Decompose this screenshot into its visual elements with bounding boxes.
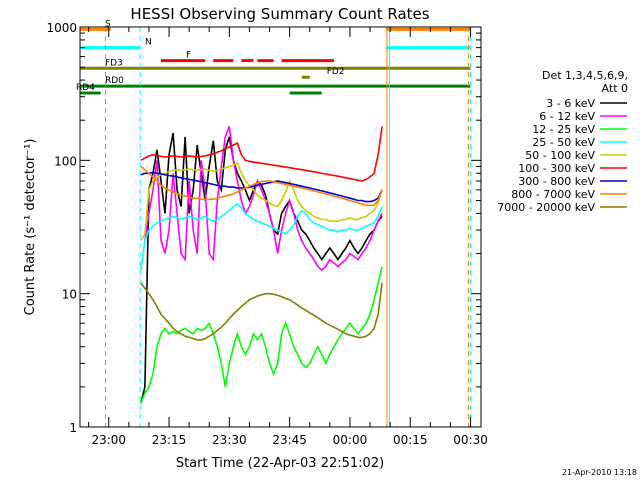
series-line xyxy=(140,126,383,182)
legend-title: Det 1,3,4,5,6,9, xyxy=(542,69,628,82)
x-axis-label: Start Time (22-Apr-03 22:51:02) xyxy=(176,456,384,471)
y-tick-label: 100 xyxy=(54,154,77,168)
flag-label-rd0: RD0 xyxy=(105,76,124,86)
x-tick-label: 00:15 xyxy=(393,433,428,447)
y-tick-label: 1000 xyxy=(46,21,77,35)
series-line xyxy=(140,165,383,207)
vertical-markers xyxy=(105,27,472,427)
flag-label-s: S xyxy=(105,19,111,29)
legend-label: 6 - 12 keV xyxy=(539,110,595,123)
chart-title: HESSI Observing Summary Count Rates xyxy=(130,5,429,23)
x-tick-label: 00:00 xyxy=(333,433,368,447)
series-line xyxy=(140,282,383,341)
legend-label: 300 - 800 keV xyxy=(518,175,595,188)
flag-label-f: F xyxy=(186,51,191,61)
flag-label-fd3: FD3 xyxy=(105,58,123,68)
x-tick-label: 23:45 xyxy=(272,433,307,447)
x-tick-label: 23:15 xyxy=(152,433,187,447)
plot-frame xyxy=(79,26,482,428)
legend-label: 3 - 6 keV xyxy=(546,97,595,110)
x-tick-label: 00:30 xyxy=(453,433,488,447)
legend-label: 100 - 300 keV xyxy=(518,162,595,175)
legend-label: 12 - 25 keV xyxy=(532,123,595,136)
legend-label: 800 - 7000 keV xyxy=(511,188,595,201)
series-line xyxy=(140,132,383,404)
y-tick-label: 1 xyxy=(69,421,77,435)
legend-label: 7000 - 20000 keV xyxy=(497,201,595,214)
legend-subtitle: Att 0 xyxy=(602,82,628,95)
series-line xyxy=(140,171,383,203)
legend-label: 50 - 100 keV xyxy=(525,149,595,162)
x-tick-label: 23:30 xyxy=(212,433,247,447)
flag-bars: S N F FD3 FD2 RD0 RD4 xyxy=(76,19,471,95)
x-axis: 23:00 23:15 23:30 23:45 00:00 00:15 00:30 xyxy=(88,27,488,447)
series-line xyxy=(140,266,383,404)
x-tick-label: 23:00 xyxy=(91,433,126,447)
flag-label-n: N xyxy=(145,38,152,48)
y-axis-label: Count Rate (s⁻¹ detector⁻¹) xyxy=(23,139,38,316)
y-tick-label: 10 xyxy=(62,288,77,302)
series-line xyxy=(140,162,383,242)
series-lines xyxy=(140,126,383,404)
flag-label-fd2: FD2 xyxy=(327,67,345,77)
series-line xyxy=(144,126,383,272)
flag-label-rd4: RD4 xyxy=(76,83,95,93)
legend-label: 25 - 50 keV xyxy=(532,136,595,149)
footer-timestamp: 21-Apr-2010 13:18 xyxy=(562,468,637,477)
series-line xyxy=(140,203,383,271)
y-axis: 1 10 100 1000 xyxy=(46,21,481,435)
